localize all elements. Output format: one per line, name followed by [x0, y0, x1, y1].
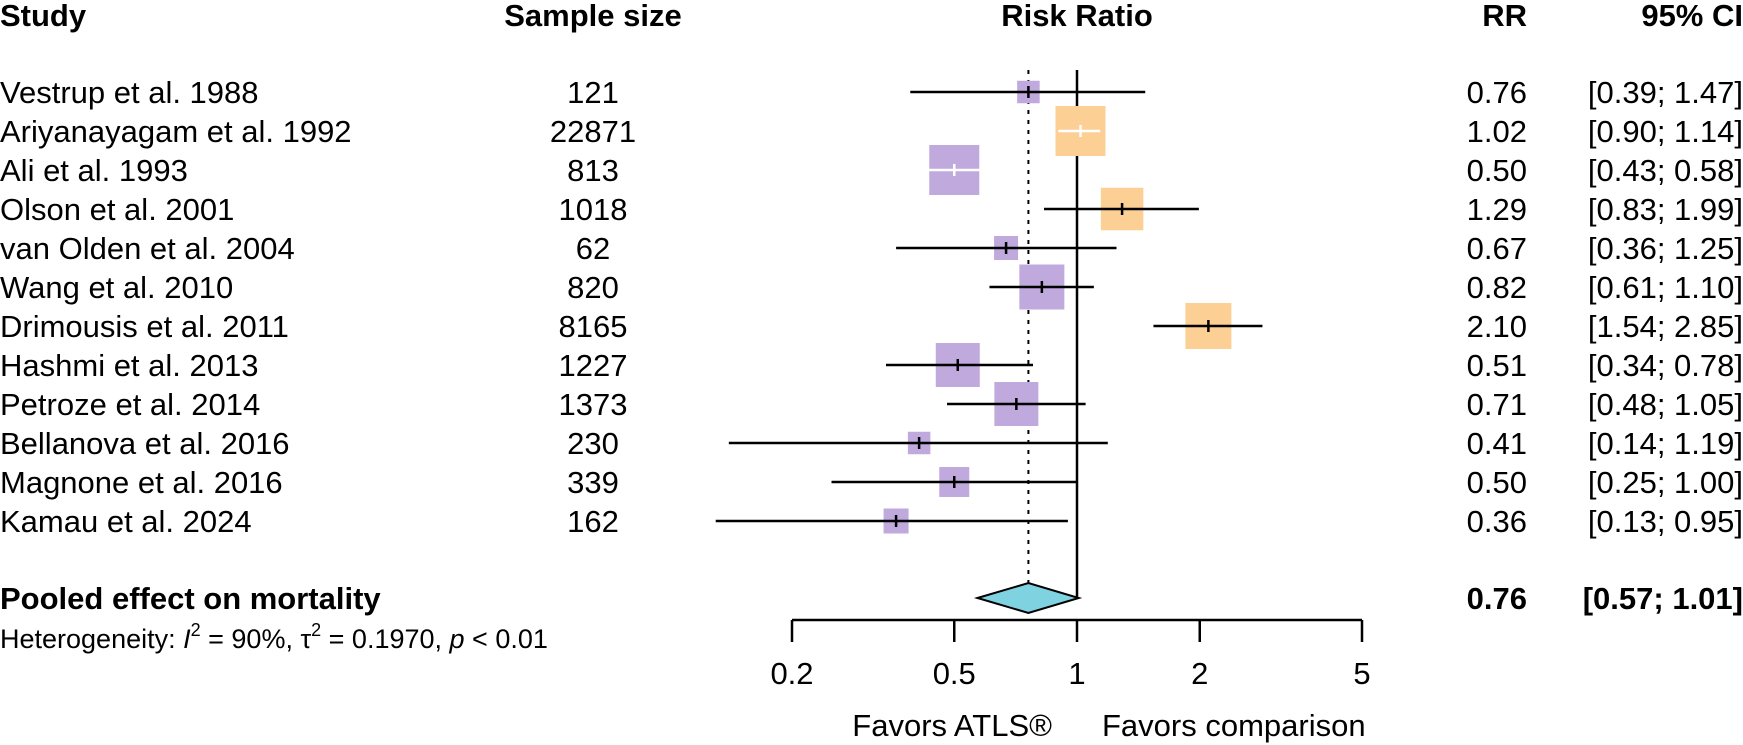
study-rows: Vestrup et al. 1988 121 0.76 [0.39; 1.47] Ar…	[0, 75, 1743, 539]
study-rr: 0.36	[1467, 504, 1527, 539]
x-axis-tick-label: 0.2	[770, 656, 813, 691]
study-name: Bellanova et al. 2016	[0, 426, 290, 461]
study-sample-size: 1018	[559, 192, 628, 227]
study-sample-size: 8165	[559, 309, 628, 344]
study-name: Wang et al. 2010	[0, 270, 233, 305]
i2-symbol: I	[183, 624, 191, 654]
study-rr: 0.82	[1467, 270, 1527, 305]
study-ci: [0.39; 1.47]	[1588, 75, 1743, 110]
tau-symbol: τ	[300, 624, 311, 654]
heterogeneity-text: Heterogeneity: I2 = 90%, τ2 = 0.1970, p …	[0, 620, 548, 654]
study-ci: [0.90; 1.14]	[1588, 114, 1743, 149]
study-rr: 0.67	[1467, 231, 1527, 266]
study-sample-size: 230	[567, 426, 619, 461]
header-sample-size: Sample size	[504, 0, 681, 33]
study-ci: [0.34; 0.78]	[1588, 348, 1743, 383]
study-sample-size: 339	[567, 465, 619, 500]
study-sample-size: 820	[567, 270, 619, 305]
study-ci: [0.61; 1.10]	[1588, 270, 1743, 305]
study-sample-size: 1373	[559, 387, 628, 422]
study-sample-size: 121	[567, 75, 619, 110]
study-ci: [0.14; 1.19]	[1588, 426, 1743, 461]
plot-area	[715, 70, 1263, 615]
study-ci: [0.48; 1.05]	[1588, 387, 1743, 422]
header-ci: 95% CI	[1641, 0, 1743, 33]
study-rr: 0.50	[1467, 465, 1527, 500]
tau-superscript: 2	[311, 620, 321, 640]
pooled-rr: 0.76	[1467, 581, 1527, 616]
study-name: Kamau et al. 2024	[0, 504, 252, 539]
study-rr: 0.41	[1467, 426, 1527, 461]
study-sample-size: 162	[567, 504, 619, 539]
study-name: Ariyanayagam et al. 1992	[0, 114, 352, 149]
study-ci: [0.25; 1.00]	[1588, 465, 1743, 500]
study-ci: [0.83; 1.99]	[1588, 192, 1743, 227]
study-rr: 0.76	[1467, 75, 1527, 110]
x-axis-tick-label: 2	[1191, 656, 1208, 691]
favors-right-label: Favors comparison	[1102, 708, 1366, 743]
pooled-label: Pooled effect on mortality	[0, 581, 381, 616]
x-axis-tick-label: 0.5	[933, 656, 976, 691]
study-sample-size: 62	[576, 231, 610, 266]
p-symbol: p	[449, 624, 465, 654]
heterogeneity-label: Heterogeneity:	[0, 624, 183, 654]
study-sample-size: 22871	[550, 114, 636, 149]
p-value: < 0.01	[465, 624, 548, 654]
study-sample-size: 1227	[559, 348, 628, 383]
study-name: Ali et al. 1993	[0, 153, 188, 188]
study-name: Olson et al. 2001	[0, 192, 234, 227]
study-rr: 0.50	[1467, 153, 1527, 188]
header-rr: RR	[1482, 0, 1527, 33]
study-name: Petroze et al. 2014	[0, 387, 260, 422]
study-rr: 0.51	[1467, 348, 1527, 383]
study-ci: [0.43; 0.58]	[1588, 153, 1743, 188]
study-rr: 2.10	[1467, 309, 1527, 344]
study-name: van Olden et al. 2004	[0, 231, 295, 266]
study-sample-size: 813	[567, 153, 619, 188]
tau-value: = 0.1970,	[321, 624, 449, 654]
pooled-ci: [0.57; 1.01]	[1583, 581, 1743, 616]
study-rr: 1.02	[1467, 114, 1527, 149]
study-name: Magnone et al. 2016	[0, 465, 283, 500]
x-axis: 0.2 0.5 1 2 5	[770, 618, 1371, 691]
study-ci: [0.13; 0.95]	[1588, 504, 1743, 539]
header-study: Study	[0, 0, 87, 33]
study-ci: [0.36; 1.25]	[1588, 231, 1743, 266]
study-rr: 0.71	[1467, 387, 1527, 422]
i2-superscript: 2	[191, 620, 201, 640]
i2-value: = 90%,	[201, 624, 301, 654]
study-name: Drimousis et al. 2011	[0, 309, 289, 344]
x-axis-tick-label: 1	[1068, 656, 1085, 691]
study-rr: 1.29	[1467, 192, 1527, 227]
favors-left-label: Favors ATLS®	[852, 708, 1052, 743]
study-name: Vestrup et al. 1988	[0, 75, 259, 110]
pooled-diamond	[973, 581, 1083, 615]
header-risk-ratio: Risk Ratio	[1001, 0, 1153, 33]
x-axis-tick-label: 5	[1353, 656, 1370, 691]
study-name: Hashmi et al. 2013	[0, 348, 258, 383]
study-ci: [1.54; 2.85]	[1588, 309, 1743, 344]
